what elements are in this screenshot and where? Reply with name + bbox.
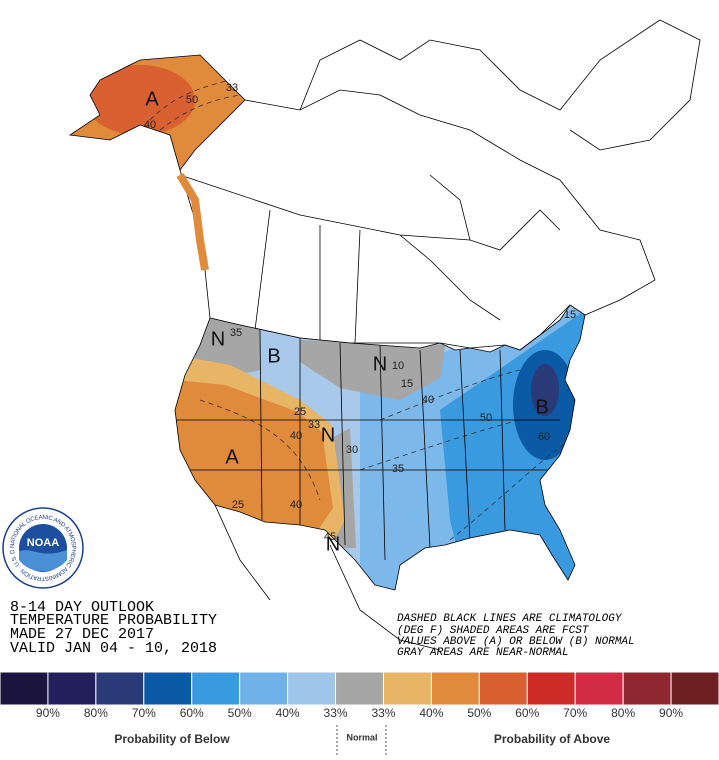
category-letter: A [145, 88, 159, 110]
shade-normal [300, 340, 445, 400]
contour-label: 33 [226, 82, 238, 94]
category-letter: B [535, 396, 548, 418]
shade-50-below [440, 305, 585, 590]
legend-swatch [622, 671, 672, 706]
contour-label: 40 [290, 430, 302, 442]
contour-label: 33 [308, 419, 320, 431]
contour-label: 25 [294, 406, 306, 418]
contour-label: 35 [230, 327, 242, 339]
contour-label: 40 [290, 499, 302, 511]
legend-swatch [239, 671, 289, 706]
legend-caption: Probability of Below [114, 732, 230, 746]
mexico-outline [214, 504, 441, 651]
legend-swatch [478, 671, 528, 706]
contour-label: 50 [480, 412, 492, 424]
legend-tick-label: 60% [515, 706, 539, 720]
legend-swatch [670, 671, 719, 706]
legend-swatch [143, 671, 193, 706]
legend-tick-label: 80% [84, 706, 108, 720]
contour-label: 25 [232, 499, 244, 511]
legend-tick-label: 70% [563, 706, 587, 720]
outlook-line: TEMPERATURE PROBABILITY [10, 612, 217, 629]
legend-caption: Normal [346, 732, 377, 742]
legend-tick-label: 90% [659, 706, 683, 720]
legend-tick-label: 33% [324, 706, 348, 720]
contour-label: 15 [564, 309, 576, 321]
conus-outline [174, 304, 586, 591]
legend-swatch [95, 671, 145, 706]
note-line: DASHED BLACK LINES ARE CLIMATOLOGY [397, 613, 623, 625]
contour-label: 45 [324, 531, 336, 543]
category-letter: N [211, 328, 225, 350]
category-letter: N [321, 424, 335, 446]
legend-caption: Probability of Above [494, 732, 611, 746]
shade-50-above [175, 380, 333, 530]
contour-label: 50 [186, 94, 198, 106]
note-line: VALUES ABOVE (A) OR BELOW (B) NORMAL [397, 636, 635, 648]
canada-outline [179, 19, 701, 351]
legend-tick-label: 40% [276, 706, 300, 720]
shade-60-above [85, 65, 195, 135]
contour-label: 35 [392, 463, 404, 475]
contour-label: 15 [401, 378, 413, 390]
legend-swatch [382, 671, 432, 706]
contour-label: 30 [346, 444, 358, 456]
svg-text:NATIONAL OCEANIC AND ATMOSPHER: NATIONAL OCEANIC AND ATMOSPHERIC ADMINIS… [0, 0, 76, 581]
legend-swatch [526, 671, 576, 706]
legend: Probability of Below Normal Probability … [0, 671, 719, 755]
legend-swatch [430, 671, 480, 706]
shade-70-below [531, 364, 559, 416]
legend-tick-label: 40% [419, 706, 443, 720]
legend-swatch [191, 671, 241, 706]
contour-label: 40 [144, 119, 156, 131]
outlook-info: 8-14 DAY OUTLOOK TEMPERATURE PROBABILITY… [10, 599, 217, 657]
notes: DASHED BLACK LINES ARE CLIMATOLOGY (DEG … [397, 613, 635, 659]
category-letter: N [326, 533, 340, 555]
category-letter: A [225, 446, 239, 468]
legend-tick-label: 60% [180, 706, 204, 720]
map-labels: A 50 40 33 N 35 B N 10 15 40 50 60 B 15 … [144, 82, 576, 555]
category-letter: B [267, 345, 280, 367]
legend-tick-label: 70% [132, 706, 156, 720]
logo-text: NOAA [27, 537, 59, 549]
legend-tick-label: 50% [228, 706, 252, 720]
noaa-logo: NATIONAL OCEANIC AND ATMOSPHERIC ADMINIS… [0, 0, 84, 589]
contour-label: 60 [538, 431, 550, 443]
outlook-line: VALID JAN 04 - 10, 2018 [10, 640, 217, 657]
outlook-line: MADE 27 DEC 2017 [10, 626, 154, 643]
legend-tick-label: 50% [467, 706, 491, 720]
category-letter: N [373, 353, 387, 375]
logo-ring-text: NATIONAL OCEANIC AND ATMOSPHERIC ADMINIS… [0, 0, 76, 581]
note-line: (DEG F) SHADED AREAS ARE FCST [397, 625, 590, 637]
legend-swatch [47, 671, 97, 706]
outlook-line: 8-14 DAY OUTLOOK [10, 599, 154, 616]
contour-label: 40 [422, 394, 434, 406]
legend-tick-label: 80% [611, 706, 635, 720]
legend-swatch [335, 671, 384, 706]
legend-swatch [574, 671, 624, 706]
contour-label: 10 [392, 360, 404, 372]
note-line: GRAY AREAS ARE NEAR-NORMAL [397, 647, 569, 659]
legend-swatch [287, 671, 337, 706]
legend-tick-label: 90% [36, 706, 60, 720]
legend-tick-label: 33% [371, 706, 395, 720]
legend-swatch [0, 671, 49, 706]
